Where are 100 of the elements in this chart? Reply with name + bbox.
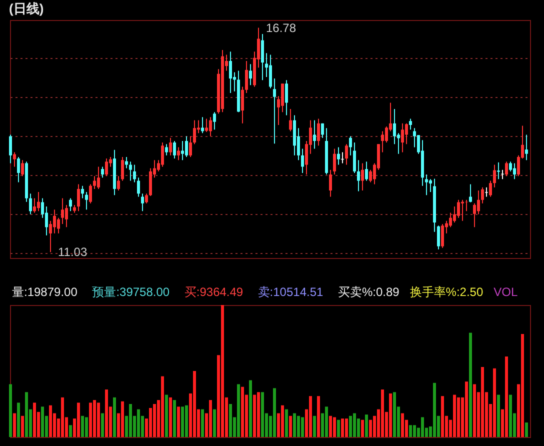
candlestick	[145, 193, 148, 204]
bar	[221, 305, 224, 437]
candlestick	[205, 118, 208, 132]
candlestick	[509, 161, 512, 172]
candlestick	[241, 86, 244, 124]
bar	[401, 413, 404, 437]
bar	[77, 402, 80, 437]
candlestick	[61, 198, 64, 225]
candlestick	[201, 116, 204, 134]
bar	[453, 394, 456, 437]
bar	[61, 397, 64, 437]
candlestick	[245, 60, 248, 94]
bar	[313, 416, 316, 437]
candlestick	[469, 184, 472, 203]
bar	[213, 409, 216, 437]
candlestick	[149, 168, 152, 196]
bar	[261, 392, 264, 437]
candlestick	[361, 162, 364, 191]
bar	[505, 356, 508, 437]
bar	[9, 384, 12, 437]
candlestick	[381, 130, 384, 153]
bar	[93, 400, 96, 437]
bar	[421, 417, 424, 437]
candlestick	[57, 217, 60, 234]
candlestick	[485, 186, 488, 198]
bar	[349, 416, 352, 437]
bar	[101, 413, 104, 437]
candlestick	[285, 80, 288, 116]
bar	[289, 416, 292, 437]
bar	[193, 371, 196, 437]
bar	[389, 393, 392, 437]
bar	[249, 380, 252, 437]
candlestick	[369, 169, 372, 183]
candlestick	[497, 162, 500, 180]
bar	[365, 414, 368, 437]
text: 量:19879.00	[12, 285, 78, 299]
bar	[13, 413, 16, 437]
candlestick	[345, 144, 348, 166]
candlestick	[333, 148, 336, 176]
candlestick	[313, 120, 316, 150]
text: VOL	[494, 285, 518, 299]
candlestick	[321, 122, 324, 138]
bar	[241, 386, 244, 437]
bar	[329, 416, 332, 437]
bar	[473, 384, 476, 437]
bar	[177, 406, 180, 437]
candlestick	[365, 161, 368, 182]
bar	[237, 384, 240, 437]
bar	[17, 402, 20, 437]
candlestick	[501, 169, 504, 180]
candlestick	[137, 177, 140, 198]
candlestick	[341, 152, 344, 164]
candlestick	[29, 193, 32, 215]
candlestick	[133, 164, 136, 183]
bar	[457, 397, 460, 437]
candlestick	[349, 136, 352, 156]
candlestick	[473, 202, 476, 228]
candlestick	[77, 184, 80, 212]
bar	[361, 420, 364, 437]
bar	[21, 416, 24, 437]
bar	[325, 406, 328, 437]
candlestick	[405, 122, 408, 145]
candlestick	[229, 51, 232, 94]
candlestick	[49, 220, 52, 253]
chart-title: (日线)	[9, 1, 44, 16]
bar	[509, 394, 512, 437]
candlestick	[169, 137, 172, 156]
candlestick	[81, 185, 84, 199]
bar	[41, 406, 44, 437]
candlestick	[117, 176, 120, 191]
candlestick	[281, 83, 284, 113]
annotation: 16.78	[266, 20, 296, 35]
bar	[253, 394, 256, 437]
candlestick	[357, 160, 360, 192]
candlestick	[269, 54, 272, 89]
candlestick	[69, 198, 72, 212]
text: 预量:39758.00	[92, 285, 170, 299]
candlestick	[189, 136, 192, 158]
candlestick	[457, 199, 460, 218]
bar	[153, 404, 156, 437]
candlestick	[21, 160, 24, 177]
candlestick	[185, 136, 188, 158]
candlestick	[273, 78, 276, 144]
candlestick	[37, 192, 40, 212]
bar	[201, 409, 204, 437]
bar	[481, 367, 484, 437]
bar	[33, 402, 36, 437]
candlestick	[85, 192, 88, 210]
bar	[337, 420, 340, 437]
bar	[81, 416, 84, 437]
bar	[497, 394, 500, 437]
bar	[185, 405, 188, 437]
bar	[317, 396, 320, 437]
bar	[173, 400, 176, 437]
bar	[409, 425, 412, 437]
bar	[441, 396, 444, 437]
candlestick	[513, 162, 516, 180]
candlestick	[45, 206, 48, 236]
bar	[105, 389, 108, 437]
candlestick	[17, 156, 20, 183]
